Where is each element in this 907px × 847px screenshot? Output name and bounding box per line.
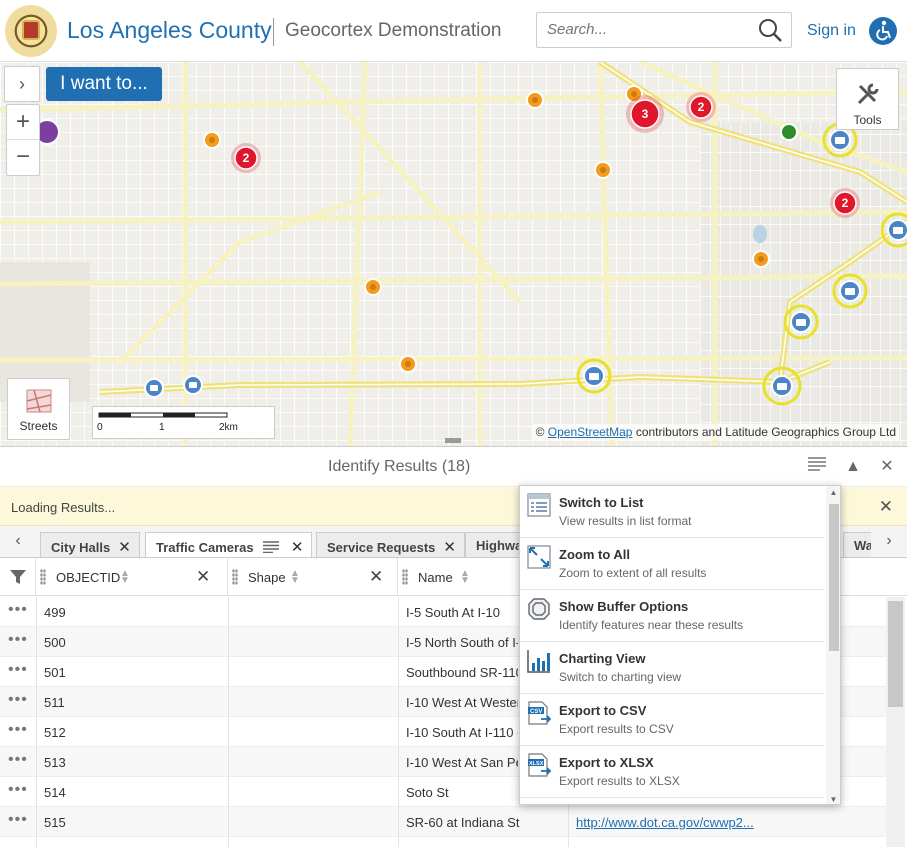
zoom-extent-icon xyxy=(527,545,551,569)
column-drag-handle[interactable] xyxy=(40,569,46,585)
close-tab-icon[interactable]: ✕ xyxy=(118,539,131,556)
map-attribution: © OpenStreetMap contributors and Latitud… xyxy=(532,424,899,440)
menu-scrollbar[interactable]: ▲ ▼ xyxy=(826,486,840,804)
table-row[interactable]: ••• 499 I-5 South At I-10 xyxy=(0,597,886,627)
remove-column-icon[interactable]: ✕ xyxy=(369,567,384,586)
i-want-to-button[interactable]: I want to... xyxy=(46,67,162,101)
table-row[interactable]: ••• 515 SR-60 at Indiana St http://www.d… xyxy=(0,807,886,837)
close-tab-icon[interactable]: ✕ xyxy=(290,539,304,556)
csv-export-icon: CSV xyxy=(528,701,551,725)
tools-button[interactable]: Tools xyxy=(836,68,899,130)
tab-service-requests[interactable]: Service Requests ✕ xyxy=(316,532,465,557)
column-divider xyxy=(398,597,399,847)
search-input[interactable] xyxy=(547,21,747,38)
tab-city-halls[interactable]: City Halls ✕ xyxy=(40,532,140,557)
zoom-controls: + − xyxy=(6,104,40,176)
filter-icon[interactable] xyxy=(10,570,26,584)
column-objectid[interactable]: OBJECTID ▲ ▼ ✕ xyxy=(36,558,228,596)
tabs-scroll-left[interactable]: ‹ xyxy=(0,526,36,557)
svg-text:XLSX: XLSX xyxy=(529,761,544,767)
expand-panel-button[interactable]: › xyxy=(4,66,40,102)
column-shape[interactable]: Shape ▲ ▼ ✕ xyxy=(228,558,398,596)
cluster-count: 2 xyxy=(842,196,849,210)
county-seal-logo xyxy=(5,5,57,57)
sign-in-link[interactable]: Sign in xyxy=(807,22,856,39)
street-basemap: 2 3 2 2 xyxy=(0,62,907,446)
tools-icon xyxy=(857,83,879,105)
scale-label: 1 xyxy=(159,422,165,433)
basemap-thumbnail-icon xyxy=(26,389,52,413)
column-divider xyxy=(36,597,37,847)
row-url-link[interactable]: http://www.dot.ca.gov/cwwp2... xyxy=(576,815,754,830)
column-divider xyxy=(228,597,229,847)
search-icon[interactable] xyxy=(757,17,783,43)
row-actions-icon[interactable]: ••• xyxy=(8,811,28,828)
svg-text:CSV: CSV xyxy=(530,709,542,715)
column-drag-handle[interactable] xyxy=(232,569,238,585)
app-header: Los Angeles County Geocortex Demonstrati… xyxy=(0,0,907,62)
collapse-panel-icon[interactable]: ▲ xyxy=(845,458,861,475)
row-actions-icon[interactable]: ••• xyxy=(8,721,28,738)
cluster-count: 3 xyxy=(642,107,649,121)
grid-scrollbar[interactable] xyxy=(886,597,905,847)
zoom-out-button[interactable]: − xyxy=(15,143,30,170)
row-actions-icon[interactable]: ••• xyxy=(8,661,28,678)
scroll-up-icon[interactable]: ▲ xyxy=(829,488,838,497)
cluster-count: 2 xyxy=(698,100,705,114)
table-row[interactable]: ••• 512 I-10 South At I-110 ( xyxy=(0,717,886,747)
tab-traffic-cameras[interactable]: Traffic Cameras ✕ xyxy=(145,532,313,557)
xlsx-export-icon: XLSX xyxy=(528,753,551,777)
search-box[interactable] xyxy=(536,12,792,48)
basemap-switcher[interactable]: Streets xyxy=(7,378,70,440)
tabs-scroll-right[interactable]: › xyxy=(871,526,907,557)
buffer-icon xyxy=(528,598,550,620)
sort-icon[interactable]: ▲ ▼ xyxy=(120,568,130,586)
zoom-in-button[interactable]: + xyxy=(7,105,39,140)
menu-item-switch-to-list[interactable]: Switch to List View results in list form… xyxy=(520,486,824,538)
menu-item-zoom-to-all[interactable]: Zoom to All Zoom to extent of all result… xyxy=(520,538,824,590)
row-actions-icon[interactable]: ••• xyxy=(8,601,28,618)
remove-column-icon[interactable]: ✕ xyxy=(196,567,211,586)
table-row[interactable]: ••• 501 Southbound SR-110 xyxy=(0,657,886,687)
app-subtitle: Geocortex Demonstration xyxy=(285,20,502,41)
title-divider xyxy=(273,18,274,46)
menu-item-export-xlsx[interactable]: XLSX Export to XLSX Export results to XL… xyxy=(520,746,824,798)
menu-item-show-buffer-options[interactable]: Show Buffer Options Identify features ne… xyxy=(520,590,824,642)
scale-label: 0 xyxy=(97,422,103,433)
tab-menu-icon[interactable] xyxy=(263,541,280,554)
close-loading-icon[interactable]: ✕ xyxy=(878,497,893,516)
column-drag-handle[interactable] xyxy=(402,569,408,585)
map-view[interactable]: 2 3 2 2 › I want to... + − xyxy=(0,62,907,446)
results-options-menu: Switch to List View results in list form… xyxy=(519,485,841,805)
sort-icon[interactable]: ▲ ▼ xyxy=(460,568,470,586)
scale-bar: 0 1 2km xyxy=(92,406,275,439)
scale-label: 2km xyxy=(219,422,238,433)
results-title: Identify Results (18) xyxy=(328,458,471,475)
menu-item-charting-view[interactable]: Charting View Switch to charting view xyxy=(520,642,824,694)
cluster-count: 2 xyxy=(243,151,250,165)
list-view-icon xyxy=(527,493,551,517)
basemap-label: Streets xyxy=(19,419,58,433)
row-actions-icon[interactable]: ••• xyxy=(8,631,28,648)
row-actions-icon[interactable]: ••• xyxy=(8,751,28,768)
openstreetmap-link[interactable]: OpenStreetMap xyxy=(547,425,633,439)
row-actions-icon[interactable]: ••• xyxy=(8,691,28,708)
app-title: Los Angeles County xyxy=(67,17,272,43)
menu-item-export-csv[interactable]: CSV Export to CSV Export results to CSV xyxy=(520,694,824,746)
tools-label: Tools xyxy=(853,113,882,127)
loading-text: Loading Results... xyxy=(11,500,116,515)
sort-icon[interactable]: ▲ ▼ xyxy=(290,568,300,586)
accessibility-icon[interactable] xyxy=(869,17,897,45)
results-panel-header: Identify Results (18) ▲ ✕ xyxy=(0,446,907,486)
row-actions-icon[interactable]: ••• xyxy=(8,781,28,798)
filter-column xyxy=(0,558,36,596)
bar-chart-icon xyxy=(527,650,550,673)
close-tab-icon[interactable]: ✕ xyxy=(443,539,456,556)
table-row[interactable]: ••• 514 Soto St xyxy=(0,777,886,807)
results-menu-icon[interactable] xyxy=(805,455,829,479)
scroll-down-icon[interactable]: ▼ xyxy=(829,795,838,804)
close-panel-icon[interactable]: ✕ xyxy=(880,458,894,475)
